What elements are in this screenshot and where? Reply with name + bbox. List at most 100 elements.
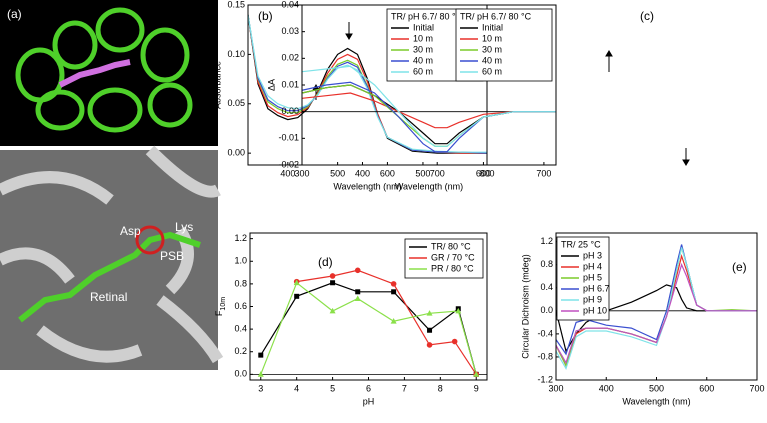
protein-image [0,0,224,370]
x-tick-label: 500 [415,168,430,178]
series-line [556,262,757,365]
marker [473,371,480,377]
legend-label: 40 m [482,55,502,65]
marker [329,307,336,314]
marker [391,289,397,295]
marker [426,310,433,316]
marker [455,307,462,314]
x-tick-label: 8 [438,383,443,393]
x-tick-label: 9 [474,383,479,393]
panel-label: (b) [258,9,273,23]
marker [354,295,361,301]
x-tick-label: 700 [430,168,445,178]
legend-box [455,8,553,82]
y-tick-label: -1.2 [537,374,553,384]
y-axis-label-main: F [214,310,224,316]
series-line [260,282,477,375]
y-tick-label: 0.0 [234,369,247,379]
label-psb: PSB [160,249,184,263]
y-tick-label: 1.0 [234,256,247,266]
y-tick-label: 0.05 [227,98,245,108]
y-tick-label: 0.00 [281,106,299,116]
series-line [302,65,556,147]
x-tick-label: 300 [294,168,309,178]
marker [293,279,300,286]
y-axis-label: F10m [214,297,226,316]
y-tick-label: 0.8 [234,278,247,288]
plot-area [302,65,556,153]
legend-label: pH 5 [583,272,602,282]
legend-label: 30 m [413,44,433,54]
x-tick-label: 400 [280,168,295,178]
axes-frame [555,232,758,381]
x-tick-label: 400 [355,168,370,178]
y-tick-label: 1.2 [540,236,553,246]
x-tick-label: 700 [749,383,764,393]
marker [390,281,397,287]
series-line [260,281,477,375]
y-tick-label: 0.4 [540,282,553,292]
y-tick-label: 0.15 [227,0,245,9]
legend-label: pH 9 [583,294,602,304]
legend-label: 30 m [482,44,502,54]
y-tick-label: 1.2 [234,233,247,243]
x-tick-label: 800 [479,168,494,178]
y-tick-label: 0.0 [540,305,553,315]
x-tick-label: 600 [380,168,395,178]
x-tick-label: 400 [599,383,614,393]
y-tick-label: 0.03 [281,26,299,36]
series-line [248,14,487,154]
series-line [302,81,556,153]
legend-label: Initial [482,22,503,32]
y-axis-label: ΔA [266,79,276,91]
x-tick-label: 600 [476,168,491,178]
marker [427,327,433,333]
x-axis-label: Wavelength (nm) [622,396,690,406]
x-tick-label: 300 [548,383,563,393]
legend-label: 60 m [482,66,502,76]
marker [257,371,264,377]
x-tick-label: 4 [294,383,299,393]
plot-area [260,269,477,375]
x-tick-label: 5 [330,383,335,393]
legend-label: PR / 80 °C [431,263,474,273]
marker [426,342,433,348]
x-tick-label: 500 [330,168,345,178]
x-axis-label: Wavelength (nm) [333,181,401,191]
axes-frame [301,4,557,166]
y-tick-label: -0.8 [537,351,553,361]
marker [330,280,336,286]
y-tick-label: 0.04 [281,0,299,9]
y-tick-label: 0.10 [227,49,245,59]
label-retinal: Retinal [90,290,127,304]
image-top [0,0,218,146]
legend-label: 10 m [482,33,502,43]
x-axis-label: Wavelength (nm) [395,181,463,191]
series-line [302,92,556,129]
x-tick-label: 6 [366,383,371,393]
legend-label: 60 m [413,66,433,76]
y-axis-label: Circular Dichroism (mdeg) [520,254,530,359]
legend-title: TR/ 25 °C [561,239,601,249]
marker [294,293,300,299]
legend-label: 40 m [413,55,433,65]
x-tick-label: 700 [536,168,551,178]
marker [258,352,264,358]
legend-title: TR/ pH 6.7/ 80 °C [391,11,463,21]
marker [390,318,397,324]
legend-label: Initial [413,22,434,32]
marker [329,273,336,279]
y-tick-label: 0.2 [234,346,247,356]
legend-label: GR / 70 °C [431,252,475,262]
x-tick-label: 500 [649,383,664,393]
y-axis-label: Absorbance [212,61,222,109]
legend-label: pH 3 [583,250,602,260]
label-asp: Asp [120,224,141,238]
x-axis-label: pH [363,396,375,406]
legend-title: TR/ pH 6.7/ 80 °C [460,11,532,21]
y-tick-label: 0.6 [234,301,247,311]
legend-label: pH 10 [583,305,607,315]
x-tick-label: 600 [699,383,714,393]
marker [354,267,361,274]
